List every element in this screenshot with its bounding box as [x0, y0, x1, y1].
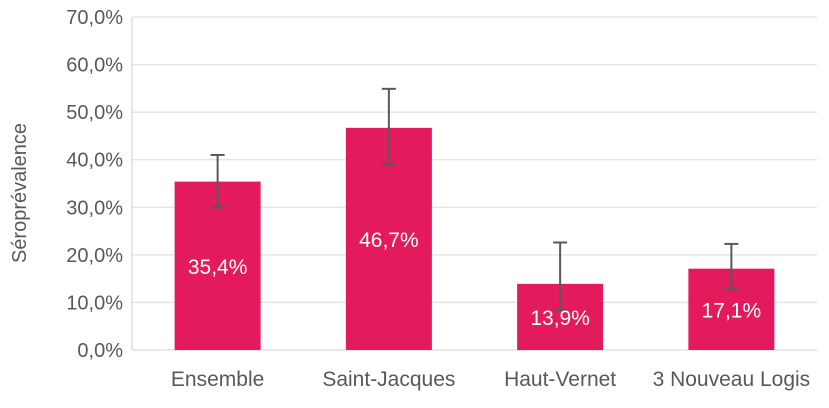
y-tick-label: 70,0%: [66, 7, 123, 29]
x-category-label: Ensemble: [171, 368, 264, 391]
bar-value-label: 13,9%: [530, 307, 590, 330]
y-tick-label: 40,0%: [66, 150, 123, 172]
bar-value-label: 35,4%: [188, 256, 248, 279]
y-axis-title: Séroprévalence: [9, 122, 31, 264]
y-tick-label: 20,0%: [66, 245, 123, 267]
x-category-label: Haut-Vernet: [504, 368, 616, 391]
bar-value-label: 46,7%: [359, 229, 419, 252]
y-tick-label: 0,0%: [77, 340, 123, 362]
y-tick-label: 50,0%: [66, 102, 123, 124]
x-category-label: Saint-Jacques: [322, 368, 455, 391]
y-tick-label: 30,0%: [66, 197, 123, 219]
bar: [174, 181, 261, 350]
x-category-label: 3 Nouveau Logis: [653, 368, 811, 391]
bar-value-label: 17,1%: [702, 299, 762, 322]
y-tick-label: 60,0%: [66, 55, 123, 77]
y-tick-label: 10,0%: [66, 292, 123, 314]
